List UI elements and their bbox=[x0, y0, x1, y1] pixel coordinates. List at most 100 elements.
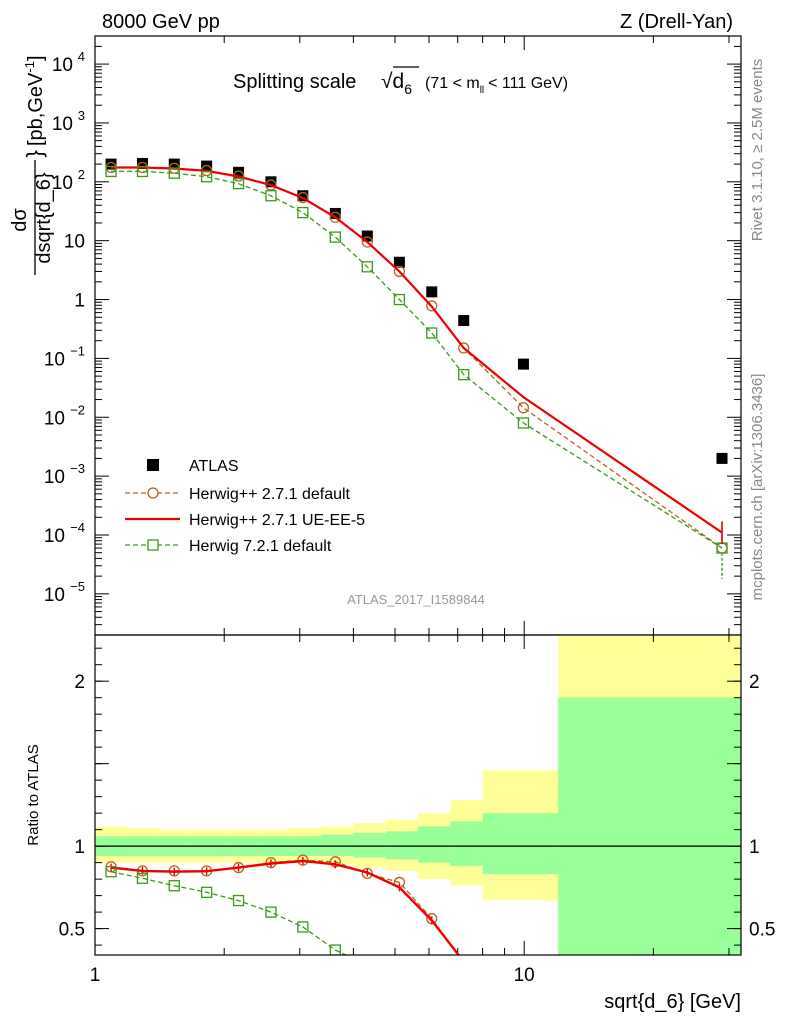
atlas-point bbox=[426, 286, 438, 298]
y-tick-label: 10 bbox=[52, 173, 73, 194]
legend-atlas-marker bbox=[147, 459, 159, 471]
legend-h271def-marker bbox=[147, 487, 159, 499]
atlas-point bbox=[265, 176, 277, 188]
title-symbol: √d bbox=[381, 70, 404, 93]
ratio-h721-point bbox=[168, 880, 180, 892]
h721-point bbox=[517, 417, 530, 429]
atlas-point bbox=[329, 207, 341, 219]
atlas-point bbox=[393, 256, 405, 268]
h721-point bbox=[329, 231, 341, 243]
y-label-units-end: ] bbox=[25, 55, 47, 61]
y-tick-label: 10 bbox=[44, 526, 65, 547]
h721-point bbox=[426, 327, 438, 339]
atlas-point bbox=[105, 158, 117, 170]
y-label-numerator: dσ bbox=[9, 208, 31, 232]
atlas-point bbox=[233, 166, 245, 178]
y-tick-exponent: −4 bbox=[70, 520, 85, 535]
legend-h721-marker bbox=[147, 539, 159, 551]
header-right: Z (Drell-Yan) bbox=[620, 11, 733, 33]
h271def-point bbox=[329, 211, 341, 223]
y-tick-label: 10 bbox=[44, 467, 65, 488]
ratio-h721-point bbox=[232, 894, 245, 907]
ratio-h271ue-line bbox=[110, 859, 461, 955]
atlas-point bbox=[458, 315, 470, 327]
h721-point bbox=[105, 165, 117, 178]
ratio-panel-frame bbox=[94, 634, 742, 956]
atlas-point bbox=[716, 452, 728, 464]
title-cut-sub: ll bbox=[480, 85, 484, 96]
ratio-panel-bands bbox=[95, 635, 741, 955]
h721-point bbox=[200, 171, 213, 183]
y-tick-label: 10 bbox=[64, 232, 85, 253]
y-tick-label: 10 bbox=[52, 114, 73, 135]
atlas-point bbox=[517, 358, 529, 370]
ratio-h721-point bbox=[200, 886, 213, 898]
analysis-watermark: ATLAS_2017_I1589844 bbox=[347, 592, 485, 607]
rivet-label: Rivet 3.1.10, ≥ 2.5M events bbox=[749, 59, 766, 242]
ratio-y-tick-label-left: 1 bbox=[74, 837, 85, 858]
atlas-point bbox=[297, 190, 309, 202]
atlas-point bbox=[361, 230, 373, 242]
y-tick-label: 10 bbox=[44, 408, 65, 429]
legend-atlas-label: ATLAS bbox=[189, 458, 239, 475]
h721-point bbox=[168, 167, 180, 179]
svg-text:√d6: √d6 bbox=[381, 70, 412, 97]
x-tick-label: 10 bbox=[514, 965, 535, 986]
h721-point bbox=[458, 368, 470, 381]
ratio-y-tick-label-left: 0.5 bbox=[59, 920, 85, 941]
title-cut: (71 < m bbox=[425, 75, 480, 92]
title-text: Splitting scale bbox=[233, 71, 356, 93]
y-tick-exponent: 2 bbox=[78, 167, 85, 182]
title-cut-end: < 111 GeV) bbox=[488, 75, 568, 92]
ratio-band-inner bbox=[558, 697, 741, 955]
h721-point bbox=[136, 165, 149, 178]
h721-point bbox=[297, 206, 309, 219]
h271def-point bbox=[458, 342, 470, 354]
y-label-units-sup: -1 bbox=[22, 61, 37, 73]
y-tick-label: 10 bbox=[52, 55, 73, 76]
ratio-h721-point bbox=[265, 906, 277, 918]
ratio-y-tick-label-right: 1 bbox=[749, 837, 760, 858]
ratio-panel-data bbox=[105, 854, 469, 983]
ratio-h271def-line bbox=[111, 859, 460, 955]
ratio-band-inner bbox=[450, 821, 483, 866]
ratio-y-tick-label-right: 2 bbox=[749, 672, 760, 693]
ratio-band-inner bbox=[320, 834, 354, 857]
h271def-point bbox=[265, 179, 277, 191]
x-axis-label: sqrt{d_6} [GeV] bbox=[604, 991, 741, 1013]
ratio-band-inner bbox=[482, 813, 559, 875]
ratio-y-tick-label-right: 0.5 bbox=[749, 920, 775, 941]
y-tick-label: 10 bbox=[44, 349, 65, 370]
y-label-units: [pb,GeV-1] bbox=[22, 55, 47, 146]
chart-title: Splitting scale √d6 (71 < mll < 111 GeV) bbox=[233, 66, 568, 97]
ratio-h721-point bbox=[297, 921, 309, 933]
ratio-h271def-point bbox=[297, 854, 309, 866]
ratio-h271def-point bbox=[459, 957, 469, 967]
atlas-point bbox=[168, 158, 180, 170]
ratio-axis-ticks: 0.5 0.5 1 1 2 2 1 10 bbox=[59, 635, 775, 986]
ratio-h721-point bbox=[136, 872, 149, 884]
h721-point bbox=[232, 178, 245, 190]
h721-point bbox=[361, 261, 373, 273]
svg-text:(71 < mll< 111 GeV): (71 < mll < 111 GeV) bbox=[425, 75, 568, 96]
mcplots-label: mcplots.cern.ch [arXiv:1306.3436] bbox=[749, 374, 766, 601]
main-axis-ticks: 10 4 10 3 10 2 10 1 10 −1 10 −2 10 −3 10 −4 10 −5 bbox=[44, 35, 741, 636]
h271def-point bbox=[393, 265, 406, 278]
ratio-y-tick-label-left: 2 bbox=[74, 672, 85, 693]
ratio-h721-point bbox=[394, 973, 404, 983]
y-label-brace: } bbox=[22, 150, 47, 157]
main-y-label: dσ dsqrt{d_6} } [pb,GeV-1] bbox=[9, 55, 55, 275]
y-label-denominator: dsqrt{d_6} bbox=[33, 172, 55, 264]
y-tick-label: 10 bbox=[44, 585, 65, 606]
y-tick-exponent: −5 bbox=[70, 579, 85, 594]
h271def-point bbox=[517, 402, 530, 414]
h271def-point bbox=[361, 236, 373, 248]
y-tick-exponent: 4 bbox=[78, 49, 85, 64]
ratio-h721-line bbox=[110, 871, 348, 955]
y-label-units-text: [pb,GeV bbox=[25, 72, 47, 146]
h271def-point bbox=[297, 191, 309, 204]
legend-h271ue-label: Herwig++ 2.7.1 UE-EE-5 bbox=[189, 512, 365, 529]
ratio-h721-point bbox=[329, 944, 341, 955]
header-left: 8000 GeV pp bbox=[102, 11, 220, 33]
